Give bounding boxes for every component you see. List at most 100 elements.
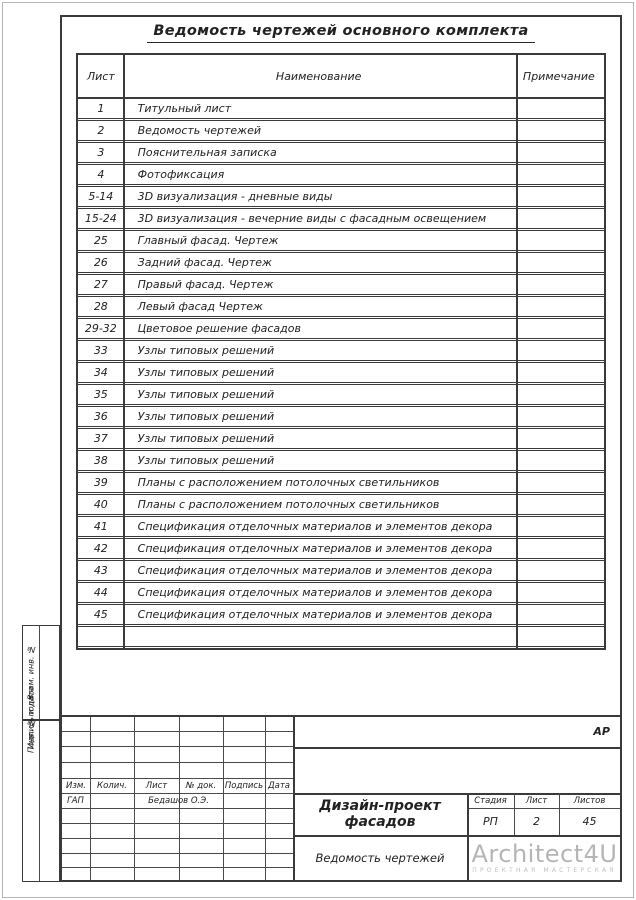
stamp-grid-line [62,808,293,809]
margin-box-divider [39,626,40,881]
stamp-grid-line [62,867,293,868]
table-row: 26 Задний фасад. Чертеж [78,252,604,273]
stamp-person-name: Бедашов О.Э. [148,795,209,806]
table-row: 5-14 3D визуализация - дневные виды [78,186,604,207]
cell-drawing-name: Планы с расположением потолочных светиль… [137,476,440,489]
logo-tagline: ПРОЕКТНАЯ МАСТЕРСКАЯ [472,866,617,874]
sheets-total: 45 [582,815,597,828]
margin-box: Подпись и дата [23,687,59,753]
cell-sheet-number: 35 [93,388,108,401]
table-row: 27 Правый фасад. Чертеж [78,274,604,295]
table-header-row: Лист Наименование Примечание [78,55,604,98]
table-row: 36 Узлы типовых решений [78,406,604,427]
cell-sheet-number: 43 [93,564,108,577]
table-row: 25 Главный фасад. Чертеж [78,230,604,251]
table-row: 43 Спецификация отделочных материалов и … [78,560,604,581]
stamp-line [293,793,620,795]
cell-sheet-number: 15-24 [84,212,117,225]
column-header-sheet: Лист [86,69,115,83]
column-header-name: Наименование [275,69,362,83]
column-divider [123,55,125,648]
cell-drawing-name: Спецификация отделочных материалов и эле… [137,608,493,621]
cell-sheet-number: 26 [93,256,108,269]
stamp-grid-line [134,717,135,880]
table-row: 35 Узлы типовых решений [78,384,604,405]
cell-sheet-number: 41 [93,520,108,533]
stamp-col-list: Лист [145,780,168,791]
stamp-grid-line [179,717,180,880]
cell-sheet-number: 34 [93,366,108,379]
cell-drawing-name: Правый фасад. Чертеж [137,278,274,291]
cell-drawing-name: Ведомость чертежей [137,124,262,137]
cell-drawing-name: Узлы типовых решений [137,454,275,467]
cell-drawing-name: Спецификация отделочных материалов и эле… [137,542,493,555]
stamp-grid-line [223,717,224,880]
stamp-grid-line [62,838,293,839]
table-row: 3 Пояснительная записка [78,142,604,163]
cell-sheet-number: 5-14 [88,190,114,203]
stamp-line [467,793,469,880]
stamp-main-divider [293,717,295,880]
stamp-grid-line [62,731,293,732]
cell-drawing-name: Узлы типовых решений [137,410,275,423]
margin-attribute-boxes: Взам. инв. № Подпись и дата Инв. № подл. [22,625,60,882]
table-row: 1 Титульный лист [78,98,604,119]
project-title: Дизайн-проект фасадов [319,798,441,830]
table-row: 29-32 Цветовое решение фасадов [78,318,604,339]
stamp-col-data: Дата [267,780,290,791]
table-row: 44 Спецификация отделочных материалов и … [78,582,604,603]
stamp-grid-line [62,762,293,763]
page-title: Ведомость чертежей основного комплекта [147,23,535,43]
cell-drawing-name: Спецификация отделочных материалов и эле… [137,586,493,599]
margin-box: Взам. инв. № [23,626,59,720]
cell-sheet-number: 36 [93,410,108,423]
stamp-grid-line [62,778,293,779]
company-logo: Architect4U ПРОЕКТНАЯ МАСТЕРСКАЯ [469,837,620,878]
stamp-grid-line [62,746,293,747]
stamp-role-gap: ГАП [67,796,84,806]
stage-value: РП [483,815,498,828]
sheets-label: Листов [573,795,606,806]
cell-drawing-name: 3D визуализация - вечерние виды с фасадн… [137,212,487,225]
table-row: 40 Планы с расположением потолочных свет… [78,494,604,515]
cell-drawing-name: Главный фасад. Чертеж [137,234,279,247]
cell-drawing-name: Узлы типовых решений [137,344,275,357]
stamp-grid-line [265,717,266,880]
stamp-line [293,835,620,837]
cell-drawing-name: Задний фасад. Чертеж [137,256,272,269]
cell-drawing-name: Узлы типовых решений [137,388,275,401]
title-block: АР Изм. Колич. Лист № док. Подпись Дата … [60,715,622,882]
stamp-code: АР [593,725,610,738]
stage-label: Стадия [474,795,507,806]
cell-sheet-number: 38 [93,454,108,467]
table-row: 41 Спецификация отделочных материалов и … [78,516,604,537]
cell-drawing-name: Планы с расположением потолочных светиль… [137,498,440,511]
sheet-title-wrap: Ведомость чертежей основного комплекта [76,20,606,43]
cell-sheet-number: 37 [93,432,108,445]
cell-sheet-number: 2 [97,124,105,137]
cell-sheet-number: 29-32 [84,322,117,335]
stamp-grid-line [90,717,91,880]
table-row: 15-24 3D визуализация - вечерние виды с … [78,208,604,229]
cell-drawing-name: Левый фасад Чертеж [137,300,263,313]
cell-sheet-number: 27 [93,278,108,291]
table-row: 39 Планы с расположением потолочных свет… [78,472,604,493]
column-header-note: Примечание [522,69,595,83]
column-divider [516,55,518,648]
cell-drawing-name: Узлы типовых решений [137,366,275,379]
table-row: 45 Спецификация отделочных материалов и … [78,604,604,625]
cell-sheet-number: 40 [93,498,108,511]
cell-drawing-name: Узлы типовых решений [137,432,275,445]
stamp-line [467,808,620,809]
table-row: 28 Левый фасад Чертеж [78,296,604,317]
table-row: 34 Узлы типовых решений [78,362,604,383]
table-row: 37 Узлы типовых решений [78,428,604,449]
stamp-col-kolich: Колич. [97,780,127,791]
cell-sheet-number: 3 [97,146,105,159]
stamp-grid-line [62,793,293,794]
cell-drawing-name: Титульный лист [137,102,232,115]
stamp-line [559,793,560,835]
cell-sheet-number: 28 [93,300,108,313]
